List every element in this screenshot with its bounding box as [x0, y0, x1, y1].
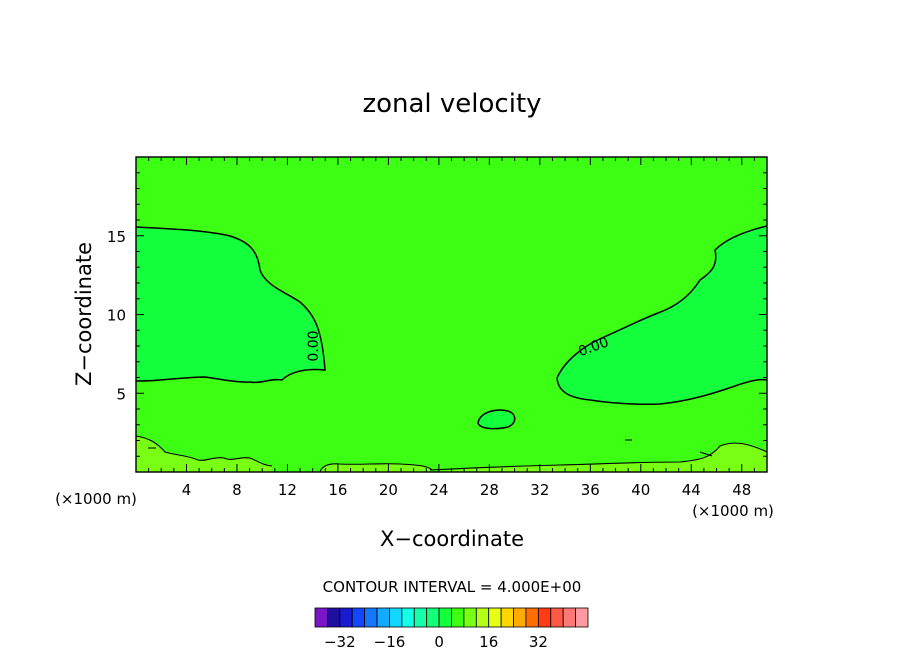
colorbar-tick-label: 32	[529, 633, 548, 651]
x-tick-label: 8	[232, 481, 242, 499]
x-tick-label: 36	[581, 481, 600, 499]
colorbar-swatch	[464, 608, 476, 627]
colorbar-swatch	[526, 608, 538, 627]
colorbar-tick-label: −32	[324, 633, 356, 651]
colorbar-swatch	[563, 608, 575, 627]
colorbar-swatch	[427, 608, 439, 627]
colorbar-swatch	[327, 608, 339, 627]
colorbar-ticks: −32 −16 0 16 32	[324, 633, 548, 651]
x-tick-label: 16	[328, 481, 347, 499]
colorbar-swatch	[452, 608, 464, 627]
x-axis-label: X−coordinate	[380, 527, 524, 551]
y-axis-label: Z−coordinate	[72, 242, 96, 386]
colorbar-swatch	[538, 608, 550, 627]
colorbar-swatch	[551, 608, 563, 627]
chart-title: zonal velocity	[362, 89, 541, 119]
x-tick-label: 20	[379, 481, 398, 499]
x-tick-label: 32	[530, 481, 549, 499]
x-tick-label: 44	[682, 481, 701, 499]
colorbar-swatch	[389, 608, 401, 627]
x-unit-label-left: (×1000 m)	[55, 490, 137, 508]
colorbar-swatch	[315, 608, 327, 627]
colorbar-swatch	[365, 608, 377, 627]
colorbar-tick-label: −16	[374, 633, 406, 651]
x-tick-label: 40	[631, 481, 650, 499]
colorbar-swatch	[402, 608, 414, 627]
y-tick-label: 5	[116, 385, 126, 403]
colorbar-swatch	[514, 608, 526, 627]
y-tick-label: 10	[107, 307, 126, 325]
colorbar-swatch	[439, 608, 451, 627]
x-tick-label: 24	[429, 481, 448, 499]
x-tick-label: 48	[732, 481, 751, 499]
colorbar-swatch	[377, 608, 389, 627]
colorbar-swatch	[576, 608, 588, 627]
colorbar-swatch	[501, 608, 513, 627]
x-unit-label-right: (×1000 m)	[692, 502, 774, 520]
contour-label-left: 0.00	[306, 330, 322, 361]
x-tick-label: 12	[278, 481, 297, 499]
colorbar-swatch	[352, 608, 364, 627]
colorbar	[315, 608, 588, 627]
colorbar-tick-label: 0	[434, 633, 444, 651]
x-tick-label: 4	[182, 481, 192, 499]
contour-interval-text: CONTOUR INTERVAL = 4.000E+00	[323, 578, 582, 596]
colorbar-swatch	[340, 608, 352, 627]
colorbar-tick-label: 16	[479, 633, 498, 651]
colorbar-swatch	[476, 608, 488, 627]
colorbar-swatch	[414, 608, 426, 627]
y-tick-label: 15	[107, 228, 126, 246]
x-tick-label: 28	[480, 481, 499, 499]
colorbar-swatch	[489, 608, 501, 627]
